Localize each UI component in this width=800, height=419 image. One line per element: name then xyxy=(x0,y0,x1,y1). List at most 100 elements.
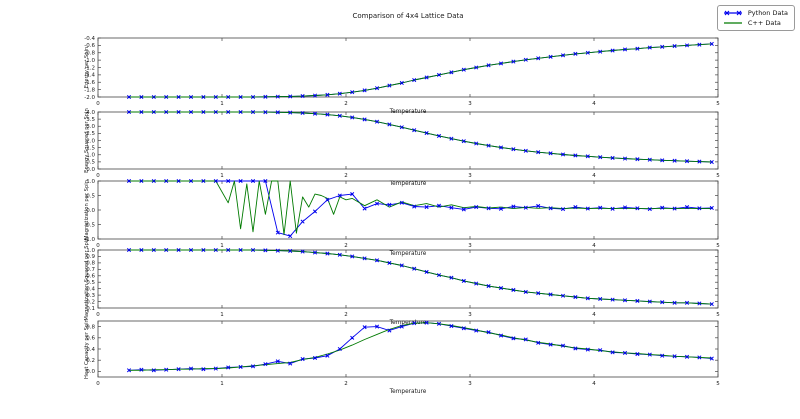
y-tick-label: -0.5 xyxy=(84,222,95,228)
x-tick-label: 5 xyxy=(716,173,720,179)
x-tick-label: 4 xyxy=(592,173,596,179)
x-tick-label: 5 xyxy=(716,243,720,249)
x-tick-label: 3 xyxy=(468,173,472,179)
y-tick-label: 1.5 xyxy=(86,145,95,151)
y-axis-label: Energy per Spin xyxy=(84,47,90,88)
legend-item-cpp: C++ Data xyxy=(722,19,788,27)
y-axis-label: Magnetization per Spin xyxy=(84,180,90,240)
y-tick-label: 0.5 xyxy=(86,160,95,166)
series-markers-python xyxy=(126,41,714,100)
subplot-3: 0 1 2 3 4 5 -1.0 -0.5 0.0 0.5 1.0 Temperature Magnet… xyxy=(84,179,720,257)
series-markers-python xyxy=(126,178,714,239)
y-tick-label: 0.8 xyxy=(86,261,95,267)
y-tick-label: -2.0 xyxy=(84,95,95,101)
y-tick-label: -1.6 xyxy=(84,80,95,86)
y-axis-label: Energy Squared per Spin xyxy=(84,108,90,173)
x-tick-label: 2 xyxy=(344,312,348,318)
y-tick-label: 0.7 xyxy=(86,267,95,273)
x-tick-label: 4 xyxy=(592,101,596,107)
x-tick-label: 4 xyxy=(592,243,596,249)
y-tick-label: 0.5 xyxy=(86,193,95,199)
x-axis-label: Temperature xyxy=(389,251,427,257)
series-line-python xyxy=(129,249,712,305)
series-markers-python xyxy=(126,320,714,373)
y-tick-label: 0.2 xyxy=(86,299,95,305)
series-line-cpp xyxy=(129,249,712,305)
series-line-cpp xyxy=(129,43,712,98)
axes-frame xyxy=(97,180,719,240)
y-tick-label: 2.0 xyxy=(86,138,95,144)
y-tick-label: -0.6 xyxy=(84,43,95,49)
subplot-4: 0 1 2 3 4 5 0.10.20.30.40.50.60.70.80.91.0 Temp… xyxy=(84,237,720,326)
y-tick-label: -0.4 xyxy=(84,36,95,42)
series-line-cpp xyxy=(129,322,712,371)
y-tick-label: 3.5 xyxy=(86,117,95,123)
y-tick-label: 0.8 xyxy=(86,324,95,330)
y-tick-label: 0.4 xyxy=(86,286,95,292)
x-tick-label: 4 xyxy=(592,312,596,318)
x-tick-label: 0 xyxy=(96,381,100,387)
series-line-cpp xyxy=(129,180,712,236)
y-axis-label: Magnetization Squared per Spin xyxy=(84,237,90,320)
figure-title: Comparison of 4x4 Lattice Data xyxy=(352,12,464,20)
python-line-marker-icon xyxy=(722,9,744,17)
y-tick-label: 0.3 xyxy=(86,293,95,299)
subplot-5: 0 1 2 3 4 5 0.0 0.2 0.4 0.6 0.8 Temperature Heat Cap… xyxy=(84,319,720,395)
subplot-2: 0 1 2 3 4 50.00.51.01.52.02.53.03.54.0Tempera… xyxy=(84,108,720,187)
x-tick-label: 1 xyxy=(220,312,224,318)
x-tick-label: 5 xyxy=(716,312,720,318)
axes-frame xyxy=(97,37,719,98)
series-line-python xyxy=(129,43,712,98)
x-tick-label: 0 xyxy=(96,101,100,107)
y-tick-label: 3.0 xyxy=(86,124,95,130)
legend-label-cpp: C++ Data xyxy=(747,18,781,27)
legend-item-python: Python Data xyxy=(722,9,788,17)
y-tick-label: -1.2 xyxy=(84,65,95,71)
legend-label-python: Python Data xyxy=(747,8,788,17)
series-line-cpp xyxy=(129,111,712,163)
x-tick-label: 1 xyxy=(220,381,224,387)
x-tick-label: 0 xyxy=(96,173,100,179)
axes-frame xyxy=(97,111,719,170)
x-tick-label: 5 xyxy=(716,381,720,387)
series-line-python xyxy=(128,322,712,371)
x-axis-label: Temperature xyxy=(389,181,427,187)
y-tick-label: 0.2 xyxy=(86,358,95,364)
series-markers-python xyxy=(126,247,714,307)
x-tick-label: 3 xyxy=(468,312,472,318)
x-tick-label: 0 xyxy=(96,243,100,249)
x-tick-label: 4 xyxy=(592,381,596,387)
y-tick-label: -1.0 xyxy=(84,58,95,64)
x-tick-label: 2 xyxy=(344,101,348,107)
y-tick-label: 0.0 xyxy=(86,167,95,173)
x-tick-label: 5 xyxy=(716,101,720,107)
y-axis-label: Heat Capacity per Spin xyxy=(84,319,90,379)
x-tick-label: 3 xyxy=(468,101,472,107)
x-tick-label: 2 xyxy=(344,381,348,387)
y-tick-label: 0.9 xyxy=(86,254,95,260)
y-tick-label: 1.0 xyxy=(86,153,95,159)
y-tick-label: 0.6 xyxy=(86,274,95,280)
x-tick-label: 1 xyxy=(220,243,224,249)
y-tick-label: 0.0 xyxy=(86,369,95,375)
y-tick-label: 0.4 xyxy=(86,347,95,353)
y-tick-label: 0.1 xyxy=(86,306,95,312)
x-tick-label: 2 xyxy=(344,243,348,249)
y-tick-label: 0.0 xyxy=(86,208,95,214)
subplot-1: 0 1 2 3 4 5 -2.0 -1.8-1.6-1.4 -1.2-1.0-0.8 -0.6-0… xyxy=(84,36,720,115)
x-tick-label: 1 xyxy=(220,173,224,179)
series-markers-python xyxy=(126,109,714,165)
y-tick-label: -1.0 xyxy=(84,237,95,243)
axes-frame xyxy=(97,249,719,309)
y-tick-label: 1.0 xyxy=(86,248,95,254)
x-axis-label: Temperature xyxy=(389,320,427,326)
cpp-line-icon xyxy=(722,19,744,27)
x-tick-label: 3 xyxy=(468,381,472,387)
series-line-python xyxy=(129,111,712,163)
y-tick-label: -0.8 xyxy=(84,51,95,57)
x-tick-label: 0 xyxy=(96,312,100,318)
y-tick-label: 1.0 xyxy=(86,179,95,185)
x-tick-label: 2 xyxy=(344,173,348,179)
